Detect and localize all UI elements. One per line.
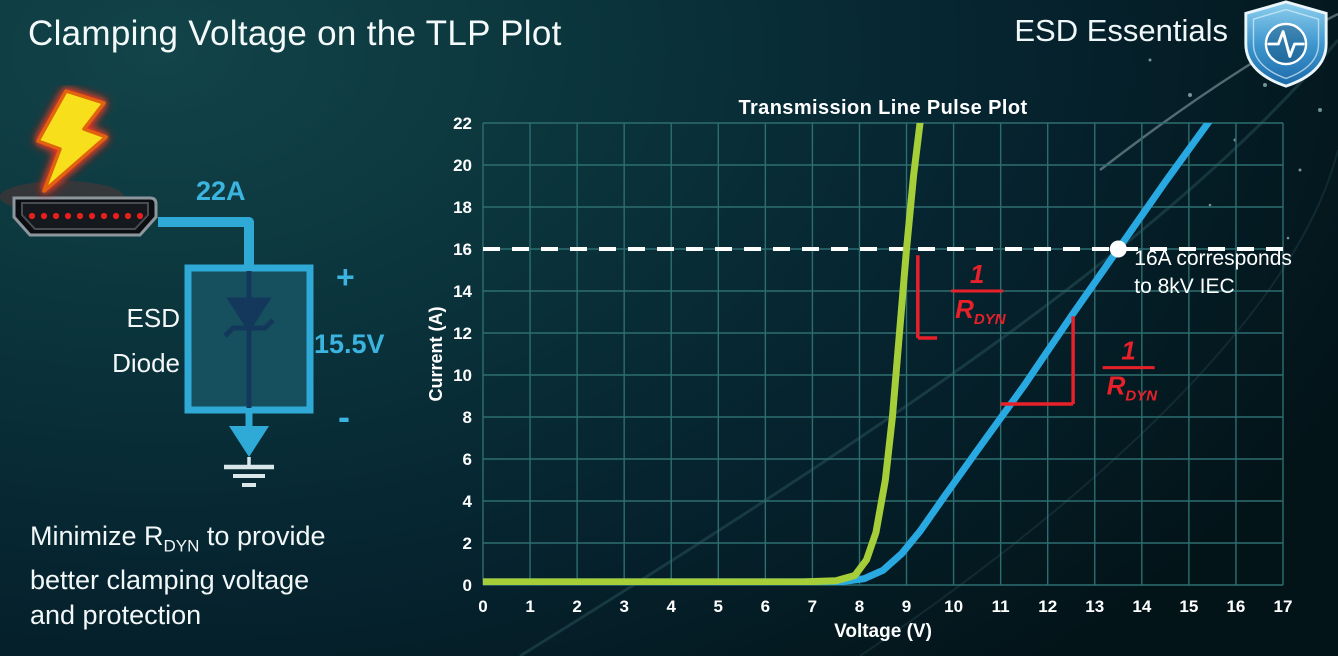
svg-text:9: 9 — [902, 597, 911, 616]
tvs-diode-symbol — [223, 271, 275, 408]
hdmi-pins — [28, 212, 144, 220]
series-low-rdyn-device — [483, 123, 924, 585]
y-tick-labels: 0 2 4 6 8 10 12 14 16 18 20 22 — [453, 114, 472, 595]
svg-text:8: 8 — [463, 408, 472, 427]
svg-text:13: 13 — [1085, 597, 1104, 616]
footnote-rdyn-subscript: DYN — [163, 536, 200, 556]
svg-text:5: 5 — [714, 597, 723, 616]
svg-text:16: 16 — [1226, 597, 1245, 616]
clamp-voltage-label: 15.5V — [314, 329, 385, 359]
rdyn-fraction-2: 1 RDYN — [1102, 336, 1159, 405]
device-label-line2: Diode — [112, 348, 180, 378]
svg-text:12: 12 — [453, 324, 472, 343]
svg-text:6: 6 — [463, 450, 472, 469]
svg-text:7: 7 — [808, 597, 817, 616]
svg-text:16A corresponds: 16A corresponds — [1134, 247, 1292, 270]
tlp-chart-canvas: 0 1 2 3 4 5 6 7 8 9 10 11 12 13 14 15 16 1702468101214161… — [426, 114, 1292, 642]
svg-text:18: 18 — [453, 198, 472, 217]
svg-text:0: 0 — [463, 576, 472, 595]
svg-text:1: 1 — [1121, 336, 1135, 366]
svg-text:2: 2 — [463, 534, 472, 553]
slide-footnote: Minimize RDYN to provide better clamping… — [30, 519, 326, 633]
esd-circuit-diagram: 22A ESD Diode + 15.5V - — [0, 89, 385, 487]
marker-label: 16A corresponds to 8kV IEC — [1134, 247, 1292, 298]
svg-text:17: 17 — [1274, 597, 1293, 616]
svg-text:10: 10 — [453, 366, 472, 385]
brand-name: ESD Essentials — [1014, 13, 1228, 48]
plus-sign: + — [336, 259, 355, 295]
rdyn-slope-annotation-2 — [1000, 316, 1075, 406]
surge-current-label: 22A — [196, 176, 246, 206]
esd-essentials-shield-icon — [1244, 0, 1328, 88]
chart-title: Transmission Line Pulse Plot — [738, 97, 1028, 119]
svg-text:20: 20 — [453, 156, 472, 175]
svg-text:16: 16 — [453, 240, 472, 259]
svg-text:0: 0 — [478, 597, 487, 616]
footnote-line2: better clamping voltage — [30, 565, 310, 596]
svg-text:14: 14 — [1132, 597, 1151, 616]
svg-text:6: 6 — [761, 597, 770, 616]
svg-text:3: 3 — [619, 597, 628, 616]
marker-16A-point — [1109, 240, 1127, 258]
x-axis-label: Voltage (V) — [834, 621, 932, 642]
svg-text:14: 14 — [453, 282, 472, 301]
minus-sign: - — [338, 396, 350, 437]
svg-text:8: 8 — [855, 597, 864, 616]
lightning-bolt-icon — [36, 89, 108, 193]
hdmi-connector — [12, 196, 158, 237]
rdyn-slope-annotation-1 — [916, 255, 938, 340]
svg-text:RDYN: RDYN — [955, 294, 1007, 328]
svg-text:12: 12 — [1038, 597, 1057, 616]
chart-grid — [482, 122, 1284, 586]
svg-text:4: 4 — [463, 492, 473, 511]
page-title: Clamping Voltage on the TLP Plot — [28, 14, 562, 53]
device-label-line1: ESD — [127, 303, 180, 333]
svg-text:to 8kV IEC: to 8kV IEC — [1134, 275, 1234, 298]
svg-text:1: 1 — [525, 597, 534, 616]
svg-text:4: 4 — [667, 597, 677, 616]
footnote-line3: and protection — [30, 600, 202, 631]
svg-text:22: 22 — [453, 114, 472, 133]
pulse-line-icon — [1267, 30, 1305, 58]
series-high-rdyn-device — [483, 123, 1213, 585]
surge-wire — [158, 217, 254, 274]
ground-symbol — [224, 408, 274, 487]
x-tick-labels: 0 1 2 3 4 5 6 7 8 9 10 11 12 13 14 15 16 17 — [478, 597, 1292, 616]
y-axis-label: Current (A) — [426, 307, 446, 402]
svg-text:10: 10 — [944, 597, 963, 616]
svg-text:11: 11 — [992, 597, 1010, 616]
brand: ESD Essentials — [1014, 0, 1334, 88]
rdyn-fraction-1: 1 RDYN — [951, 259, 1007, 328]
footnote-line1-prefix: Minimize R — [30, 521, 164, 551]
footnote-line1-rest: to provide — [199, 521, 326, 551]
svg-text:15: 15 — [1179, 597, 1198, 616]
svg-text:RDYN: RDYN — [1107, 371, 1159, 405]
svg-text:2: 2 — [572, 597, 581, 616]
svg-text:1: 1 — [970, 259, 984, 289]
